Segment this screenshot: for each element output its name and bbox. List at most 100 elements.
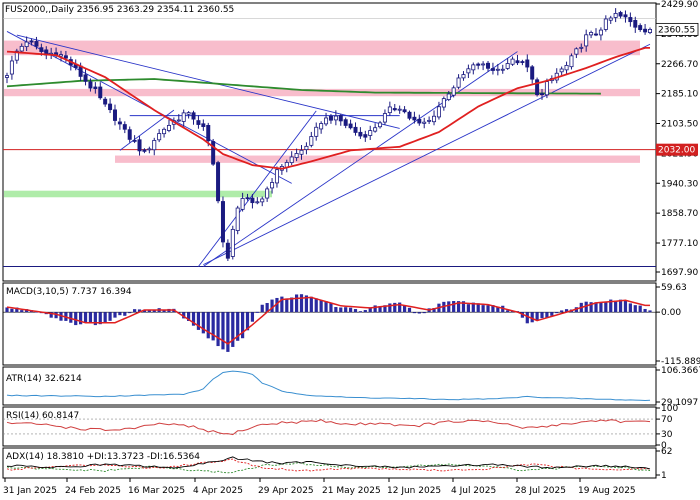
candle[interactable] [373,123,378,133]
candle[interactable] [495,63,500,76]
candle[interactable] [201,119,206,131]
candle[interactable] [628,12,633,27]
candle[interactable] [137,136,142,156]
candle[interactable] [554,68,559,84]
candle[interactable] [14,48,19,64]
candle[interactable] [338,113,343,126]
candle[interactable] [83,69,88,86]
candle[interactable] [250,194,255,209]
candle[interactable] [260,196,265,207]
candle[interactable] [633,16,638,33]
candle[interactable] [579,43,584,53]
candle[interactable] [446,90,451,102]
candle[interactable] [505,58,510,70]
candle[interactable] [240,192,245,212]
candle[interactable] [500,64,505,74]
candle[interactable] [29,38,34,46]
candle[interactable] [191,110,196,125]
candle[interactable] [196,115,201,129]
candle[interactable] [93,82,98,94]
candle[interactable] [353,122,358,136]
candle[interactable] [176,114,181,122]
candle[interactable] [5,72,10,84]
candle[interactable] [122,121,127,134]
adx-panel[interactable]: ADX(14) 18.3810 +DI:13.3723 -DI:16.5364 6… [2,447,672,481]
candle[interactable] [289,151,294,166]
candle[interactable] [574,47,579,59]
candle[interactable] [525,54,530,73]
candle[interactable] [417,114,422,126]
candle[interactable] [112,104,117,126]
candle[interactable] [162,127,167,138]
candle[interactable] [98,82,103,100]
candle[interactable] [613,8,618,23]
candle[interactable] [608,15,613,24]
candle[interactable] [471,62,476,75]
candle[interactable] [147,146,152,154]
candle[interactable] [19,43,24,53]
candle[interactable] [319,121,324,134]
candle[interactable] [211,138,216,166]
candle[interactable] [324,112,329,127]
candle[interactable] [481,61,486,71]
candle[interactable] [490,62,495,75]
candle[interactable] [638,23,643,32]
candle[interactable] [368,125,373,140]
candle[interactable] [103,96,108,107]
candle[interactable] [584,29,589,52]
candle[interactable] [564,61,569,75]
candle[interactable] [220,196,225,248]
candle[interactable] [225,239,230,262]
candle[interactable] [294,148,299,162]
candle[interactable] [270,178,275,194]
candle[interactable] [603,15,608,32]
candle[interactable] [9,55,14,80]
candle[interactable] [648,27,653,35]
candle[interactable] [441,96,446,111]
candle[interactable] [412,111,417,124]
candle[interactable] [363,130,368,142]
candle[interactable] [382,109,387,125]
candle[interactable] [589,30,594,39]
candle[interactable] [265,186,270,202]
candle[interactable] [348,119,353,130]
candle[interactable] [117,117,122,130]
candle[interactable] [535,77,540,97]
candle[interactable] [132,135,137,144]
candle[interactable] [436,101,441,120]
candle[interactable] [476,62,481,70]
candle[interactable] [407,110,412,121]
candle[interactable] [486,61,491,72]
candle[interactable] [58,50,63,62]
candle[interactable] [304,142,309,155]
candle[interactable] [68,56,73,71]
candle[interactable] [466,64,471,78]
candle[interactable] [127,126,132,143]
candle[interactable] [618,10,623,19]
candle[interactable] [88,78,93,92]
candle[interactable] [451,85,456,98]
candle[interactable] [378,120,383,129]
candle[interactable] [314,122,319,141]
candle[interactable] [245,193,250,201]
price-panel[interactable]: 2429.902348.602266.702185.102103.502021.… [2,0,698,282]
candle[interactable] [598,27,603,41]
candle[interactable] [24,36,29,52]
candle[interactable] [623,10,628,23]
candle[interactable] [461,71,466,81]
candle[interactable] [427,116,432,124]
candle[interactable] [166,119,171,133]
candle[interactable] [392,104,397,112]
candle[interactable] [397,105,402,114]
candle[interactable] [456,74,461,90]
candle[interactable] [402,106,407,114]
candle[interactable] [235,205,240,235]
candle[interactable] [530,65,535,84]
candle[interactable] [255,197,260,205]
candle[interactable] [358,127,363,139]
candle[interactable] [230,225,235,260]
candle[interactable] [515,54,520,65]
candle[interactable] [186,111,191,119]
candle[interactable] [422,117,427,129]
